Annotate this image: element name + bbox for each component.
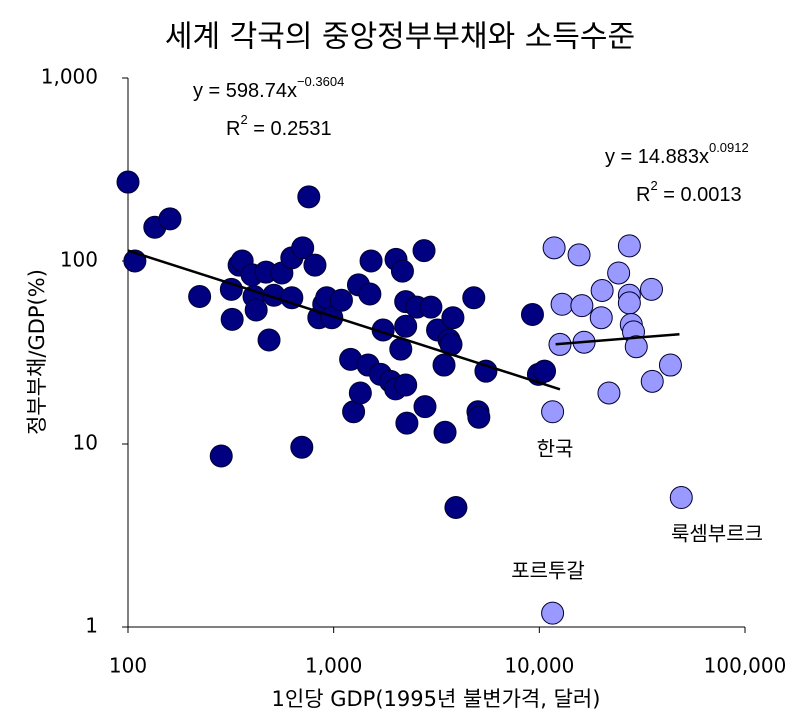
point — [303, 253, 327, 277]
point — [567, 243, 591, 267]
point — [244, 298, 268, 322]
chart-title: 세계 각국의 중앙정부부채와 소득수준 — [165, 20, 635, 55]
point — [550, 292, 574, 316]
point — [395, 411, 419, 435]
annotation: 포르투갈 — [511, 559, 585, 583]
point — [617, 234, 641, 258]
equation: R2 = 0.0013 — [636, 178, 742, 206]
point — [444, 495, 468, 519]
equation-main: y = 14.883x — [605, 146, 709, 168]
equation-main: R — [226, 118, 240, 140]
x-tick-label: 10,000 — [504, 654, 574, 678]
point — [597, 381, 621, 405]
point — [474, 359, 498, 383]
trend-line — [555, 332, 680, 346]
point — [219, 277, 243, 301]
point — [658, 353, 682, 377]
equation-exponent: 2 — [650, 178, 657, 193]
y-tick-label: 1,000 — [41, 65, 98, 89]
point — [290, 435, 314, 459]
point — [541, 400, 565, 424]
point — [257, 328, 281, 352]
point — [432, 353, 456, 377]
trend-line — [127, 249, 561, 391]
point — [640, 369, 664, 393]
point — [467, 405, 491, 429]
point — [520, 303, 544, 327]
x-axis-label: 1인당 GDP(1995년 불변가격, 달러) — [272, 687, 601, 711]
x-tick-label: 1,000 — [305, 654, 362, 678]
equation-exponent: 0.0912 — [709, 140, 749, 155]
equation-main: y = 598.74x — [193, 80, 297, 102]
equation: y = 14.883x0.0912 — [605, 140, 749, 168]
point — [220, 307, 244, 331]
point — [280, 286, 304, 310]
point — [348, 381, 372, 405]
equation-tail: = 0.0013 — [658, 184, 742, 206]
point — [419, 295, 443, 319]
point — [291, 236, 315, 260]
equation-main: R — [636, 184, 650, 206]
point — [329, 288, 353, 312]
equation: y = 598.74x−0.3604 — [193, 74, 344, 102]
annotation: 룩셈부르크 — [671, 522, 763, 546]
y-tick-label: 10 — [73, 431, 98, 455]
point — [607, 261, 631, 285]
x-tick-label: 100,000 — [704, 654, 787, 678]
point — [394, 373, 418, 397]
equation-exponent: 2 — [240, 112, 247, 127]
point — [358, 282, 382, 306]
point — [624, 335, 648, 359]
point — [394, 314, 418, 338]
point — [209, 444, 233, 468]
equation: R2 = 0.2531 — [226, 112, 332, 140]
equation-tail: = 0.2531 — [248, 118, 332, 140]
point — [158, 207, 182, 231]
point — [188, 284, 212, 308]
point — [590, 278, 614, 302]
point — [413, 395, 437, 419]
point — [533, 359, 557, 383]
y-tick-label: 1 — [85, 614, 98, 638]
point — [617, 291, 641, 315]
x-tick-label: 100 — [109, 654, 147, 678]
point — [116, 170, 140, 194]
point — [541, 601, 565, 625]
point — [412, 239, 436, 263]
point — [433, 420, 457, 444]
point — [297, 185, 321, 209]
point — [320, 306, 344, 330]
y-axis-label: 정부부채/GDP(%) — [25, 269, 49, 435]
point — [542, 236, 566, 260]
y-tick-label: 100 — [60, 248, 98, 272]
point — [441, 306, 465, 330]
point — [390, 259, 414, 283]
point — [669, 486, 693, 510]
point — [639, 277, 663, 301]
annotation: 한국 — [537, 437, 574, 461]
point — [359, 249, 383, 273]
point — [462, 286, 486, 310]
point — [570, 294, 594, 318]
equation-exponent: −0.3604 — [297, 74, 344, 89]
point — [589, 306, 613, 330]
